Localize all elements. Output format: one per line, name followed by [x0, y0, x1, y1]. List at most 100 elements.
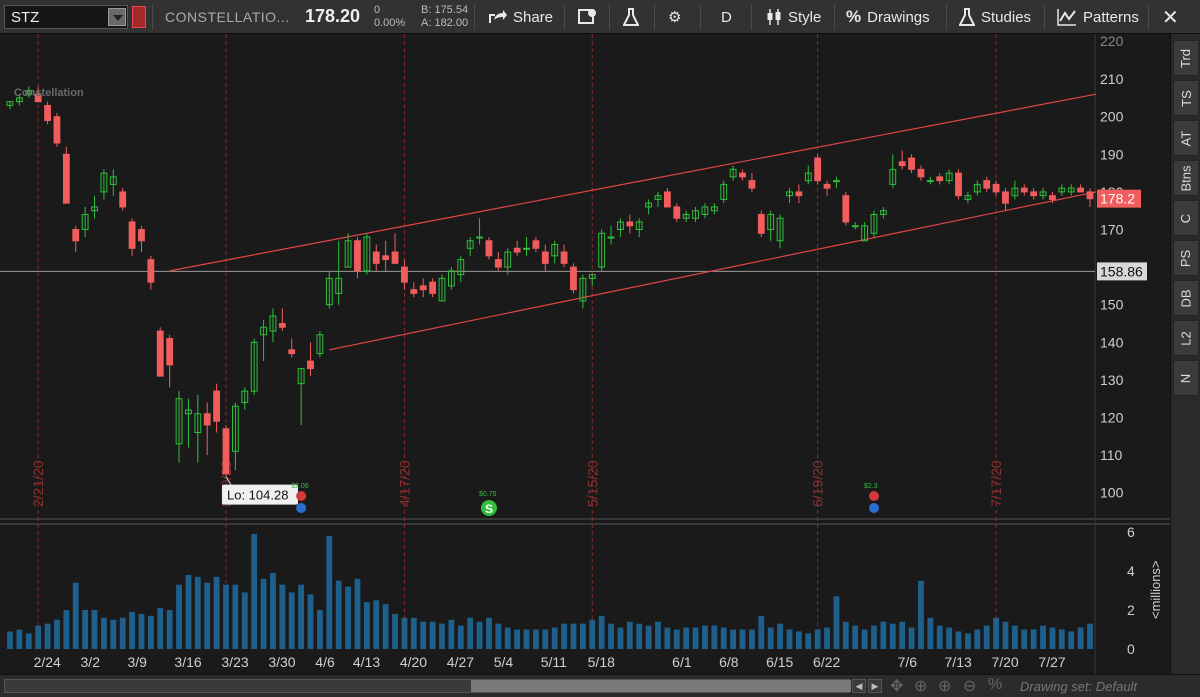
candle-body — [926, 180, 934, 183]
volume-bar — [1058, 629, 1065, 649]
candle-body — [898, 161, 906, 167]
candle-body — [814, 157, 822, 182]
low-label-text: Lo: 104.28 — [227, 488, 288, 503]
symbol-dropdown-icon[interactable] — [108, 8, 126, 26]
zoom-out-icon[interactable]: ⊖ — [963, 678, 977, 695]
toolbar-divider — [609, 4, 610, 30]
price-chart[interactable]: 2/21/20 3/20/20 4/17/20 5/15/20 6/19/20 7/17/… — [0, 34, 1170, 674]
candle-body — [879, 210, 887, 215]
tab-at[interactable]: AT — [1173, 120, 1199, 156]
scroll-left-arrow[interactable]: ◀ — [852, 679, 866, 693]
volume-bar — [138, 613, 145, 649]
studies-label: Studies — [981, 8, 1032, 26]
pan-icon[interactable]: ✥ — [890, 678, 904, 695]
studies-button[interactable]: Studies — [959, 5, 1031, 29]
patterns-label: Patterns — [1083, 8, 1139, 26]
horizontal-scrollbar[interactable] — [4, 679, 851, 693]
y-tick-label: 200 — [1100, 109, 1124, 125]
volume-bar — [514, 629, 521, 649]
candle-body — [992, 183, 1000, 193]
candle-body — [1067, 187, 1075, 193]
candle-body — [710, 206, 718, 212]
volume-tick-label: 4 — [1127, 563, 1135, 579]
earnings-icon — [480, 500, 497, 516]
volume-tick-label: 2 — [1127, 602, 1135, 618]
flag-icon[interactable] — [132, 6, 146, 28]
dividend-amount: $2.06 — [291, 483, 309, 490]
scrollbar-thumb[interactable] — [471, 680, 851, 692]
style-button[interactable]: Style — [766, 5, 821, 29]
patterns-button[interactable]: Patterns — [1057, 5, 1139, 29]
x-tick-label: 6/1 — [672, 654, 692, 670]
chart-canvas[interactable]: 2/21/20 3/20/20 4/17/20 5/15/20 6/19/20 7/17/… — [0, 34, 1170, 674]
zoom-in-icon[interactable]: ⊕ — [938, 678, 952, 695]
volume-bar — [260, 578, 267, 649]
tab-l2[interactable]: L2 — [1173, 320, 1199, 356]
tab-label: AT — [1178, 130, 1194, 146]
scroll-right-arrow[interactable]: ▶ — [868, 679, 882, 693]
candle-body — [81, 213, 89, 231]
candle-body — [757, 213, 765, 234]
candle-body — [494, 259, 502, 268]
chart-settings-button[interactable] — [578, 5, 598, 29]
candle-body — [410, 289, 418, 294]
chart-news-icon — [578, 9, 596, 24]
volume-bar — [1040, 625, 1046, 649]
tab-btns[interactable]: Btns — [1173, 160, 1199, 196]
symbol-selector[interactable]: STZ — [4, 5, 128, 29]
tab-n[interactable]: N — [1173, 360, 1199, 396]
volume-bar — [542, 629, 549, 649]
crosshair-icon[interactable]: ⊕ — [914, 678, 928, 695]
candle-body — [861, 225, 869, 242]
volume-bar — [899, 621, 906, 649]
aggregation-button[interactable]: D — [721, 5, 732, 29]
tab-c[interactable]: C — [1173, 200, 1199, 236]
volume-bar — [673, 629, 680, 649]
percent-scale-icon[interactable]: % — [988, 676, 1003, 693]
volume-bar — [551, 627, 558, 649]
volume-bar — [842, 621, 849, 649]
tab-ts[interactable]: TS — [1173, 80, 1199, 116]
drawings-button[interactable]: % Drawings — [846, 5, 930, 29]
date-marker-label: 7/17/20 — [988, 460, 1004, 507]
toolbar-divider — [834, 4, 835, 30]
y-tick-label: 110 — [1100, 447, 1123, 463]
close-chart-button[interactable]: ✕ — [1162, 5, 1179, 29]
dividend-amount: $2.3 — [864, 483, 878, 490]
volume-bar — [504, 627, 511, 649]
volume-bar — [1030, 629, 1037, 649]
flask-icon — [623, 8, 639, 26]
candle-body — [945, 172, 953, 182]
volume-bar — [598, 615, 605, 649]
x-tick-label: 3/2 — [81, 654, 101, 670]
volume-bar — [880, 621, 887, 649]
volume-bar — [213, 576, 220, 649]
x-tick-label: 4/27 — [447, 654, 474, 670]
volume-bar — [852, 625, 859, 649]
flask-button[interactable] — [623, 5, 639, 29]
volume-bar — [1077, 627, 1084, 649]
volume-bar — [354, 578, 361, 649]
volume-bar — [429, 621, 436, 649]
x-tick-label: 7/6 — [898, 654, 918, 670]
tab-db[interactable]: DB — [1173, 280, 1199, 316]
volume-axis-label: <millions> — [1148, 560, 1163, 619]
share-button[interactable]: Share — [489, 5, 553, 29]
candle-body — [307, 360, 314, 370]
volume-bar — [1068, 631, 1075, 649]
volume-tick-label: 6 — [1127, 524, 1135, 540]
x-tick-label: 3/23 — [221, 654, 248, 670]
y-tick-label: 170 — [1100, 222, 1124, 238]
candle-body — [72, 229, 80, 242]
candle-body — [1039, 191, 1047, 197]
volume-bar — [655, 621, 661, 649]
tab-trd[interactable]: Trd — [1173, 40, 1199, 76]
settings-button[interactable]: ⚙ — [668, 5, 681, 29]
volume-bar — [730, 629, 737, 649]
tab-ps[interactable]: PS — [1173, 240, 1199, 276]
volume-bar — [476, 621, 483, 649]
candle-body — [457, 259, 465, 276]
volume-bar — [298, 584, 305, 649]
volume-bar — [993, 617, 999, 649]
candle-body — [91, 206, 98, 212]
